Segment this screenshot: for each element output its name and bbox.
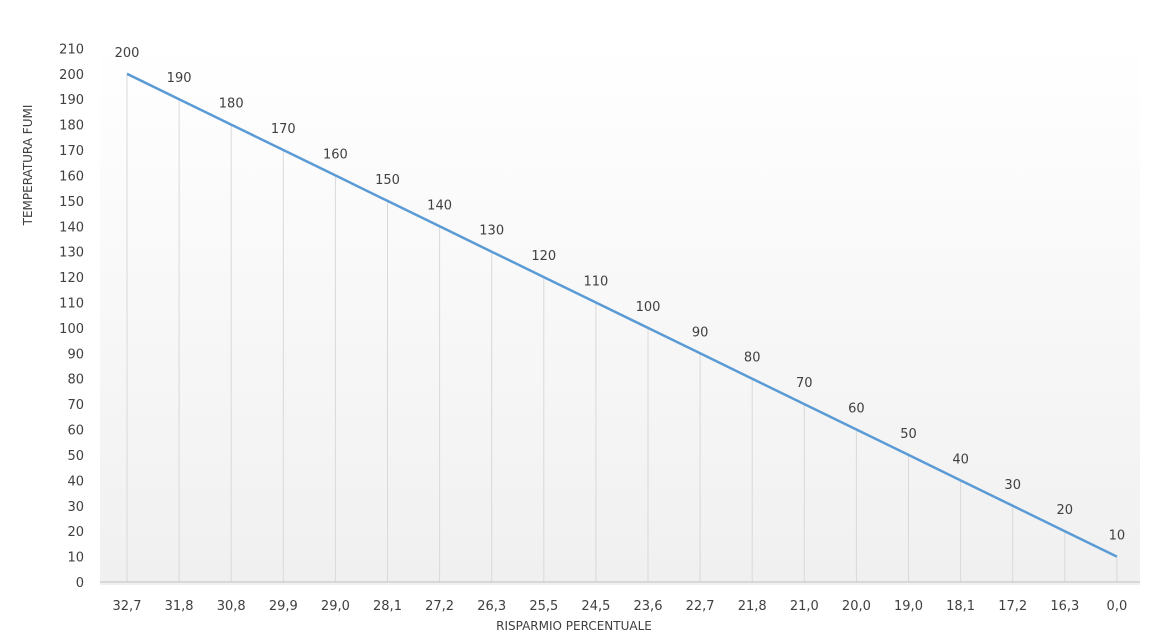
data-label: 200	[115, 46, 140, 61]
data-label: 130	[479, 224, 504, 239]
x-tick-label: 27,2	[425, 599, 454, 614]
y-tick-label: 130	[59, 246, 84, 261]
y-tick-label: 100	[59, 322, 84, 337]
data-label: 60	[848, 402, 865, 417]
y-tick-label: 170	[59, 144, 84, 159]
x-tick-label: 28,1	[373, 599, 402, 614]
plot-background	[100, 40, 1140, 585]
x-tick-label: 17,2	[998, 599, 1027, 614]
y-tick-label: 210	[59, 42, 84, 57]
data-label: 100	[636, 300, 661, 315]
data-label: 150	[375, 173, 400, 188]
x-tick-label: 23,6	[634, 599, 663, 614]
x-tick-label: 24,5	[581, 599, 610, 614]
y-tick-label: 70	[67, 398, 84, 413]
x-tick-label: 31,8	[165, 599, 194, 614]
y-axis-title: TEMPERATURA FUMI	[21, 105, 35, 227]
y-axis-ticks: 0 10 20 30 40 50 60 70 80 90 100 110 120 130 140 150 160…	[59, 42, 84, 591]
x-tick-label: 32,7	[113, 599, 142, 614]
data-label: 10	[1109, 529, 1126, 544]
x-tick-label: 16,3	[1050, 599, 1079, 614]
y-tick-label: 0	[76, 576, 84, 591]
y-tick-label: 200	[59, 68, 84, 83]
y-tick-label: 40	[67, 474, 84, 489]
data-label: 190	[167, 71, 192, 86]
data-label: 70	[796, 376, 813, 391]
x-tick-label: 20,0	[842, 599, 871, 614]
x-tick-label: 0,0	[1107, 599, 1128, 614]
data-label: 20	[1057, 503, 1074, 518]
x-tick-label: 26,3	[477, 599, 506, 614]
y-tick-label: 190	[59, 93, 84, 108]
series-line	[126, 72, 1118, 558]
data-label: 80	[744, 351, 761, 366]
x-tick-label: 25,5	[529, 599, 558, 614]
x-tick-label: 22,7	[686, 599, 715, 614]
y-tick-label: 80	[67, 373, 84, 388]
x-axis-title: RISPARMIO PERCENTUALE	[496, 619, 652, 633]
x-tick-label: 21,0	[790, 599, 819, 614]
x-tick-label: 30,8	[217, 599, 246, 614]
data-label: 120	[531, 249, 556, 264]
y-tick-label: 90	[67, 347, 84, 362]
drop-lines	[126, 73, 1118, 582]
y-tick-label: 110	[59, 296, 84, 311]
y-tick-label: 20	[67, 525, 84, 540]
y-tick-label: 150	[59, 195, 84, 210]
y-tick-label: 30	[67, 500, 84, 515]
data-label: 170	[271, 122, 296, 137]
y-tick-label: 10	[67, 551, 84, 566]
data-label: 160	[323, 147, 348, 162]
x-tick-label: 29,0	[321, 599, 350, 614]
x-tick-label: 18,1	[946, 599, 975, 614]
data-labels: 200 190 180 170 160 150 140 130 120 110 100 90 80 70 6…	[115, 46, 1126, 544]
data-label: 50	[900, 427, 917, 442]
x-tick-label: 21,8	[738, 599, 767, 614]
data-label: 90	[692, 325, 709, 340]
data-label: 40	[952, 452, 969, 467]
y-tick-label: 160	[59, 169, 84, 184]
data-label: 110	[583, 274, 608, 289]
data-label: 30	[1004, 478, 1021, 493]
y-tick-label: 140	[59, 220, 84, 235]
x-axis-ticks: 32,7 31,8 30,8 29,9 29,0 28,1 27,2 26,3 25,5 24,5…	[113, 599, 1128, 614]
y-tick-label: 50	[67, 449, 84, 464]
y-tick-label: 60	[67, 424, 84, 439]
data-label: 140	[427, 198, 452, 213]
data-label: 180	[219, 97, 244, 112]
y-tick-label: 180	[59, 119, 84, 134]
y-tick-label: 120	[59, 271, 84, 286]
x-tick-label: 19,0	[894, 599, 923, 614]
x-tick-label: 29,9	[269, 599, 298, 614]
